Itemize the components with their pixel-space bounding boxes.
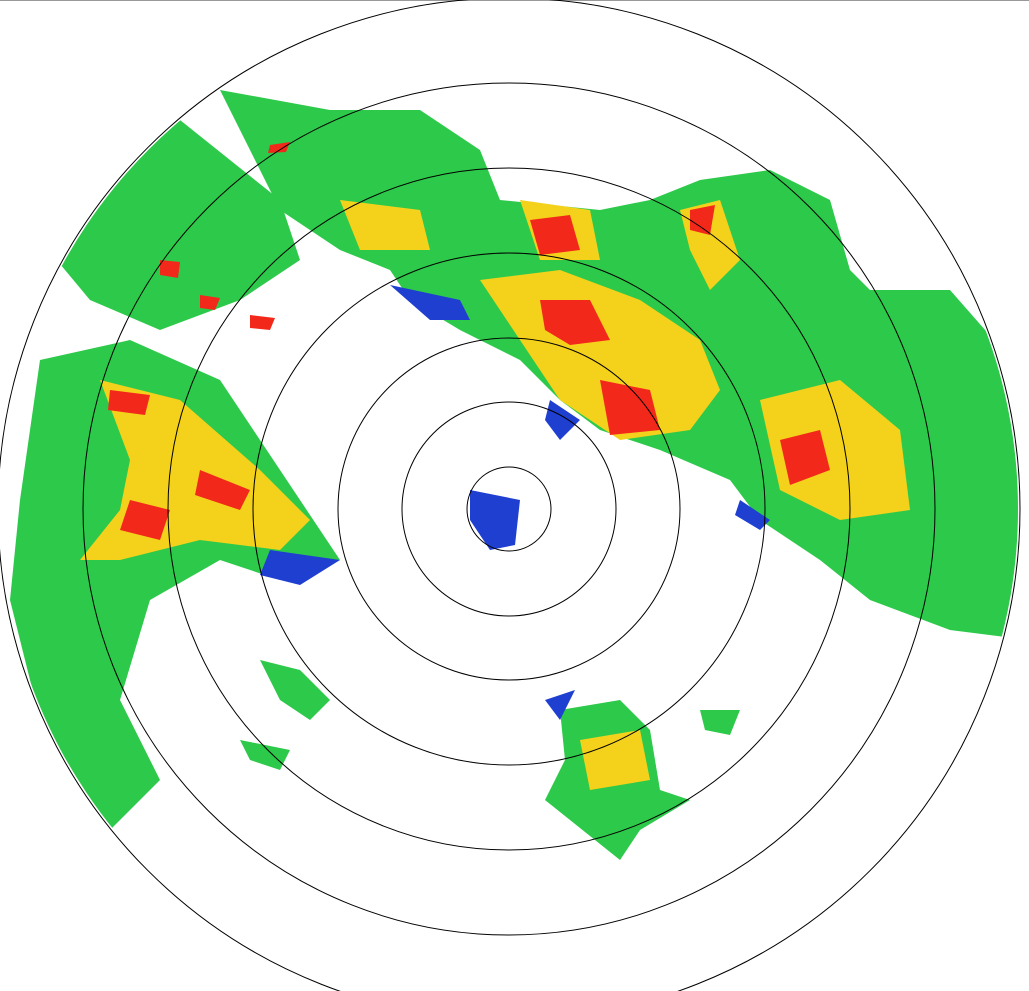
range-ring [337,337,681,681]
range-ring [401,401,617,617]
range-ring [466,466,552,552]
echo-fringe [260,285,770,720]
range-ring [82,82,936,936]
range-ring [252,252,766,766]
echoes [10,90,1018,860]
range-ring [167,167,851,851]
echo-heavy [108,142,830,540]
